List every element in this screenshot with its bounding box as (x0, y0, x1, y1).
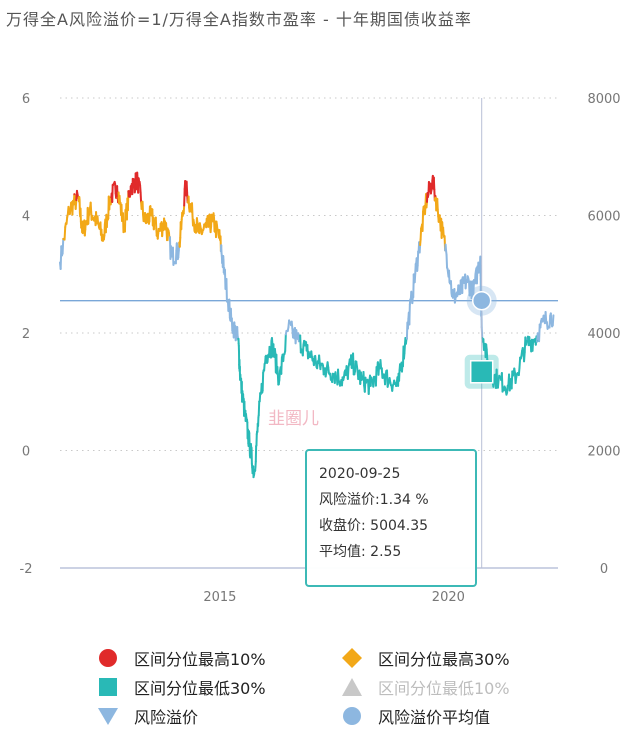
legend-item[interactable]: 风险溢价平均值 (340, 702, 490, 730)
legend-item[interactable]: 风险溢价 (96, 702, 198, 730)
series-segment (517, 366, 521, 377)
series-segment (495, 368, 499, 389)
series-segment (280, 356, 283, 375)
series-segment (523, 351, 526, 363)
series-segment (282, 353, 285, 363)
legend-label: 区间分位最低10% (378, 679, 510, 698)
series-segment (539, 320, 543, 329)
tooltip-risk-premium-value: 1.34 % (379, 492, 429, 508)
series-segment (549, 312, 553, 324)
circle-icon (99, 649, 117, 667)
mean-marker (471, 290, 492, 311)
legend-label: 区间分位最高30% (378, 650, 510, 669)
legend: 区间分位最高10% 区间分位最高30% 区间分位最低30% 区间分位最低10% 风险溢价… (0, 640, 640, 731)
value-marker (469, 360, 494, 384)
tooltip-close: 收盘价: 5004.35 (319, 513, 465, 539)
legend-item[interactable]: 区间分位最高30% (340, 644, 510, 672)
series-segment (531, 338, 535, 352)
series-segment (337, 368, 340, 383)
x-tick-label: 2020 (432, 590, 465, 605)
risk-premium-line (59, 171, 558, 479)
series-segment (61, 237, 65, 255)
triangle-down-icon (98, 708, 118, 725)
y-left-tick-label: 4 (22, 210, 30, 225)
legend-label: 区间分位最高10% (134, 650, 266, 669)
series-segment (551, 314, 555, 327)
legend-item[interactable]: 区间分位最低10% (340, 673, 510, 701)
series-segment (485, 348, 489, 361)
tooltip-risk-premium: 风险溢价:1.34 % (319, 487, 465, 513)
series-segment (318, 354, 321, 365)
series-segment (278, 369, 281, 381)
series-segment (301, 343, 305, 357)
tooltip-markers (464, 98, 499, 568)
y-right-tick-label: 6000 (587, 210, 620, 225)
series-segment (496, 379, 500, 389)
series-segment (284, 333, 287, 353)
series-segment (367, 379, 371, 395)
y-right-tick-label: 0 (600, 562, 608, 577)
square-icon (99, 678, 117, 696)
legend-label: 风险溢价 (134, 708, 199, 727)
y-right-tick-label: 4000 (587, 327, 620, 342)
series-segment (384, 373, 387, 386)
series-segment (63, 226, 67, 241)
series-segment (346, 366, 350, 380)
chart-title: 万得全A风险溢价=1/万得全A指数市盈率 - 十年期国债收益率 (6, 10, 472, 29)
tooltip-mean-value: 2.55 (370, 544, 402, 560)
y-left-tick-label: -2 (20, 562, 33, 577)
y-right-tick-label: 2000 (587, 445, 620, 460)
series-segment (379, 359, 383, 370)
x-tick-label: 2015 (203, 590, 236, 605)
y-right-tick-label: 8000 (587, 92, 620, 107)
tooltip-close-value: 5004.35 (370, 518, 429, 534)
series-segment (518, 356, 522, 369)
series-segment (65, 216, 69, 225)
y-left-tick-label: 0 (22, 445, 30, 460)
series-segment (506, 384, 509, 394)
series-segment (74, 199, 78, 210)
tooltip: 2020-09-25 风险溢价:1.34 % 收盘价: 5004.35 平均值:… (305, 449, 477, 587)
tooltip-mean: 平均值: 2.55 (319, 539, 465, 565)
series-segment (362, 370, 366, 387)
y-left-tick-label: 2 (22, 327, 30, 342)
y-right-axis: 0 2000 4000 6000 8000 (587, 92, 620, 577)
series-segment (352, 352, 355, 376)
series-segment (290, 320, 294, 330)
series-segment (372, 375, 375, 388)
series-segment (380, 367, 384, 379)
series-segment (544, 311, 548, 324)
tooltip-risk-premium-label: 风险溢价: (319, 492, 380, 508)
series-segment (314, 354, 317, 364)
tooltip-close-label: 收盘价: (319, 518, 366, 534)
triangle-icon (342, 678, 362, 696)
tooltip-mean-label: 平均值: (319, 544, 366, 560)
legend-label: 区间分位最低30% (134, 679, 266, 698)
circle-icon (343, 707, 361, 725)
watermark-text: 韭圈儿 (268, 409, 319, 429)
legend-label: 风险溢价平均值 (378, 708, 491, 727)
tooltip-date: 2020-09-25 (319, 466, 401, 482)
series-segment (548, 314, 552, 329)
y-left-tick-label: 6 (22, 92, 30, 107)
y-left-axis: -2 0 2 4 6 (20, 92, 33, 577)
legend-item[interactable]: 区间分位最低30% (96, 673, 266, 701)
series-segment (508, 381, 512, 392)
legend-item[interactable]: 区间分位最高10% (96, 644, 266, 672)
chart-plot[interactable]: -2 0 2 4 6 0 2000 4000 6000 8000 2015 2020 韭圈儿 (0, 0, 640, 640)
diamond-icon (342, 648, 362, 668)
